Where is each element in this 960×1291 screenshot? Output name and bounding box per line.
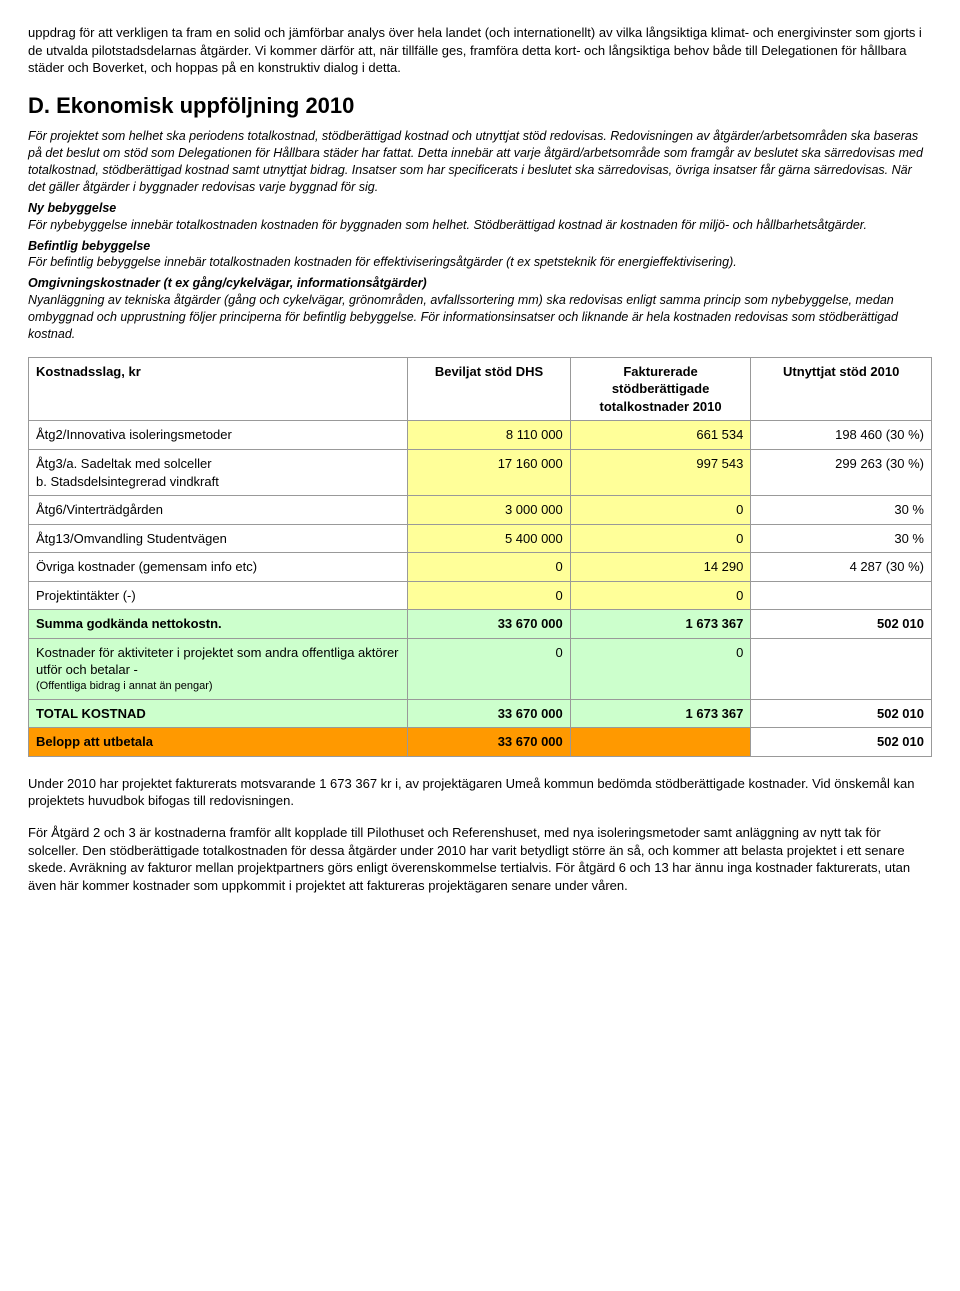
- table-cell: 8 110 000: [408, 421, 571, 450]
- table-cell: 30 %: [751, 496, 932, 525]
- cost-table: Kostnadsslag, kr Beviljat stöd DHS Faktu…: [28, 357, 932, 757]
- table-cell: Projektintäkter (-): [29, 581, 408, 610]
- table-cell: 198 460 (30 %): [751, 421, 932, 450]
- table-cell: Åtg6/Vinterträdgården: [29, 496, 408, 525]
- table-cell: 5 400 000: [408, 524, 571, 553]
- befintlig-h: Befintlig bebyggelse: [28, 239, 150, 253]
- italic-p3: Befintlig bebyggelse För befintlig bebyg…: [28, 238, 932, 272]
- table-row-kostnader: Kostnader för aktiviteter i projektet so…: [29, 638, 932, 699]
- italic-p4: Omgivningskostnader (t ex gång/cykelväga…: [28, 275, 932, 343]
- table-cell: 33 670 000: [408, 699, 571, 728]
- table-row: Projektintäkter (-)00: [29, 581, 932, 610]
- table-cell: Åtg2/Innovativa isoleringsmetoder: [29, 421, 408, 450]
- th-fakturerade: Fakturerade stödberättigade totalkostnad…: [570, 357, 751, 421]
- table-cell: 33 670 000: [408, 728, 571, 757]
- table-cell: 502 010: [751, 610, 932, 639]
- table-cell: 0: [570, 581, 751, 610]
- table-cell: 30 %: [751, 524, 932, 553]
- table-cell: 4 287 (30 %): [751, 553, 932, 582]
- intro-paragraph: uppdrag för att verkligen ta fram en sol…: [28, 24, 932, 77]
- table-cell: 1 673 367: [570, 699, 751, 728]
- table-cell: Övriga kostnader (gemensam info etc): [29, 553, 408, 582]
- table-cell: [570, 728, 751, 757]
- table-row: Åtg3/a. Sadeltak med solcellerb. Stadsde…: [29, 450, 932, 496]
- table-cell: Belopp att utbetala: [29, 728, 408, 757]
- post-table-p1: Under 2010 har projektet fakturerats mot…: [28, 775, 932, 810]
- table-cell: 0: [408, 638, 571, 699]
- befintlig-text: För befintlig bebyggelse innebär totalko…: [28, 255, 737, 269]
- table-cell: 502 010: [751, 699, 932, 728]
- table-cell: TOTAL KOSTNAD: [29, 699, 408, 728]
- th-utnyttjat: Utnyttjat stöd 2010: [751, 357, 932, 421]
- ny-bebyggelse-h: Ny bebyggelse: [28, 201, 116, 215]
- ny-bebyggelse-text: För nybebyggelse innebär totalkostnaden …: [28, 218, 867, 232]
- table-cell: Kostnader för aktiviteter i projektet so…: [29, 638, 408, 699]
- table-cell: 661 534: [570, 421, 751, 450]
- table-row: Åtg6/Vinterträdgården3 000 000030 %: [29, 496, 932, 525]
- table-cell: 0: [570, 496, 751, 525]
- table-row-belopp: Belopp att utbetala33 670 000 502 010: [29, 728, 932, 757]
- table-cell: 299 263 (30 %): [751, 450, 932, 496]
- omgivning-text: Nyanläggning av tekniska åtgärder (gång …: [28, 293, 898, 341]
- table-row: Åtg13/Omvandling Studentvägen5 400 00003…: [29, 524, 932, 553]
- table-cell: [751, 581, 932, 610]
- table-cell: 0: [408, 581, 571, 610]
- omgivning-h: Omgivningskostnader (t ex gång/cykelväga…: [28, 276, 427, 290]
- table-row: Övriga kostnader (gemensam info etc)014 …: [29, 553, 932, 582]
- table-row: Åtg2/Innovativa isoleringsmetoder8 110 0…: [29, 421, 932, 450]
- italic-p1: För projektet som helhet ska periodens t…: [28, 128, 932, 196]
- table-cell: Åtg3/a. Sadeltak med solcellerb. Stadsde…: [29, 450, 408, 496]
- table-cell: 0: [408, 553, 571, 582]
- table-cell: Åtg13/Omvandling Studentvägen: [29, 524, 408, 553]
- th-dhs: Beviljat stöd DHS: [408, 357, 571, 421]
- table-cell: 997 543: [570, 450, 751, 496]
- table-cell: 3 000 000: [408, 496, 571, 525]
- table-cell: 33 670 000: [408, 610, 571, 639]
- table-cell: [751, 638, 932, 699]
- table-cell: 502 010: [751, 728, 932, 757]
- table-cell: 14 290: [570, 553, 751, 582]
- table-row-summa: Summa godkända nettokostn.33 670 0001 67…: [29, 610, 932, 639]
- italic-p2: Ny bebyggelse För nybebyggelse innebär t…: [28, 200, 932, 234]
- table-header-row: Kostnadsslag, kr Beviljat stöd DHS Faktu…: [29, 357, 932, 421]
- th-kostnadsslag: Kostnadsslag, kr: [29, 357, 408, 421]
- table-cell: 0: [570, 524, 751, 553]
- table-cell: 17 160 000: [408, 450, 571, 496]
- post-table-p2: För Åtgärd 2 och 3 är kostnaderna framfö…: [28, 824, 932, 894]
- section-d-title: D. Ekonomisk uppföljning 2010: [28, 91, 932, 121]
- table-row-total: TOTAL KOSTNAD33 670 0001 673 367502 010: [29, 699, 932, 728]
- table-cell: Summa godkända nettokostn.: [29, 610, 408, 639]
- table-cell: 0: [570, 638, 751, 699]
- table-cell: 1 673 367: [570, 610, 751, 639]
